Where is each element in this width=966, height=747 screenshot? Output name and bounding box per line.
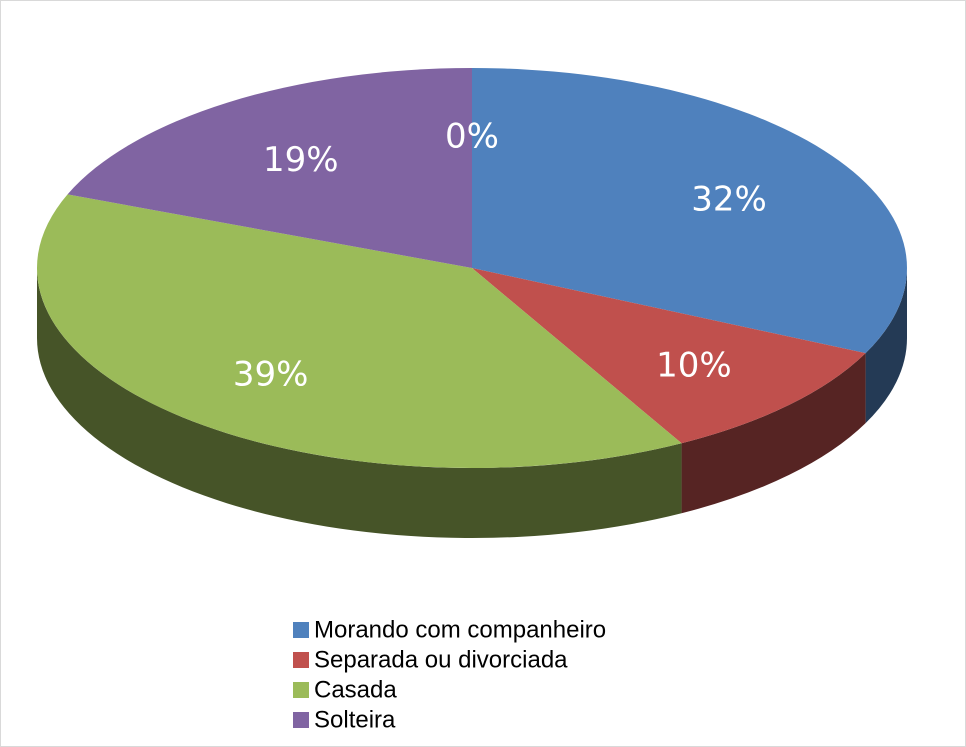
legend-swatch bbox=[293, 622, 309, 638]
legend-swatch bbox=[293, 652, 309, 668]
data-label: 32% bbox=[691, 180, 767, 220]
legend-swatch bbox=[293, 712, 309, 728]
legend-label: Morando com companheiro bbox=[314, 616, 606, 643]
data-label: 39% bbox=[233, 355, 309, 395]
data-label: 10% bbox=[656, 346, 732, 386]
legend-label: Solteira bbox=[314, 706, 396, 733]
slice bbox=[37, 194, 682, 468]
slice bbox=[67, 68, 472, 268]
slice bbox=[472, 68, 908, 354]
slice-side bbox=[681, 353, 866, 514]
data-label: 0% bbox=[445, 117, 499, 157]
slice-side bbox=[865, 268, 907, 424]
data-label: 19% bbox=[263, 140, 339, 180]
legend-label: Separada ou divorciada bbox=[314, 646, 568, 673]
slice-side bbox=[37, 268, 682, 539]
slice bbox=[472, 268, 866, 444]
legend-label: Casada bbox=[314, 676, 397, 703]
legend-swatch bbox=[293, 682, 309, 698]
